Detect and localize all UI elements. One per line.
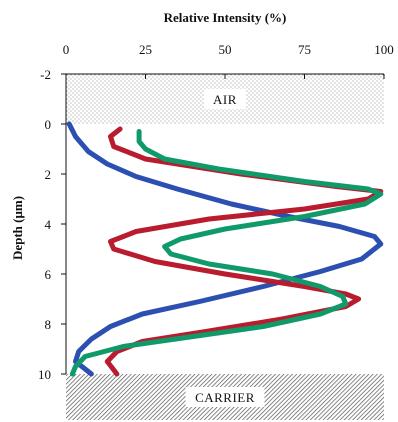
y-tick-label: 6 bbox=[45, 267, 52, 282]
region-label-box bbox=[185, 387, 265, 407]
region-label-carrier: CARRIER bbox=[195, 390, 255, 405]
x-tick-label: 50 bbox=[219, 42, 232, 57]
y-tick-label: 4 bbox=[45, 217, 52, 232]
series-line-1 bbox=[66, 121, 384, 377]
y-axis-title: Depth (μm) bbox=[10, 196, 25, 260]
series-line-3 bbox=[69, 129, 384, 377]
x-tick-label: 25 bbox=[139, 42, 152, 57]
region-label-air: AIR bbox=[213, 92, 237, 107]
x-tick-label: 100 bbox=[374, 42, 394, 57]
y-tick-label: 0 bbox=[45, 117, 52, 132]
x-axis-title: Relative Intensity (%) bbox=[164, 10, 287, 25]
y-tick-label: 2 bbox=[45, 167, 52, 182]
y-tick-label: 8 bbox=[45, 317, 52, 332]
region-label-box bbox=[203, 89, 247, 109]
series-line-2 bbox=[104, 126, 384, 377]
y-tick-label: -2 bbox=[40, 67, 51, 82]
series-lines bbox=[66, 121, 384, 377]
x-tick-label: 0 bbox=[63, 42, 70, 57]
x-tick-label: 75 bbox=[298, 42, 311, 57]
axes: 0 25 50 75 100 -2 0 2 4 6 8 10 bbox=[38, 42, 394, 382]
region-layers: AIR CARRIER bbox=[66, 74, 384, 420]
y-tick-label: 10 bbox=[38, 367, 51, 382]
